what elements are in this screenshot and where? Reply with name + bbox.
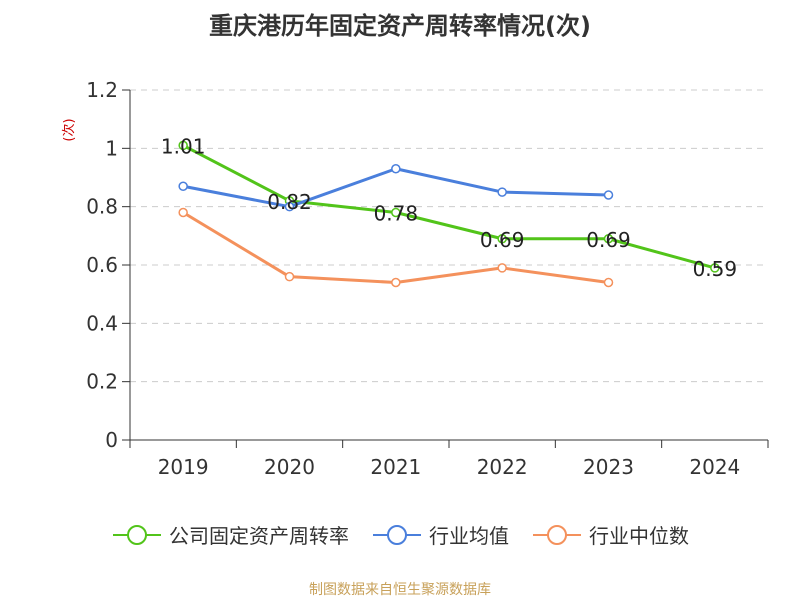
data-point [178,207,188,218]
data-point [497,234,507,244]
x-tick-label: 2021 [370,455,421,479]
data-point [284,271,295,282]
data-point [284,201,295,212]
data-point [497,263,507,273]
data-point [710,263,720,273]
legend-label: 公司固定资产周转率 [169,524,349,548]
data-label: 0.59 [693,257,738,281]
series-lines [178,140,720,288]
x-tick-label: 2023 [583,455,634,479]
legend-label: 行业中位数 [589,524,689,548]
grid-lines [130,89,768,383]
legend-item[interactable]: 行业中位数 [531,520,689,549]
y-tick-label: 0.8 [86,195,118,219]
data-label: 0.82 [267,190,312,214]
x-tick-label: 2019 [158,455,209,479]
chart-title: 重庆港历年固定资产周转率情况(次) [209,12,591,40]
data-point [603,190,614,200]
data-label: 0.78 [374,202,419,226]
y-tick-label: 1.2 [86,78,118,102]
data-label: 0.69 [586,228,631,252]
y-tick-label: 0.6 [86,253,118,277]
legend-marker-icon [373,524,421,545]
data-point [603,277,614,288]
data-label: 1.01 [161,134,206,158]
data-point [178,140,188,151]
legend-marker-icon [533,524,581,545]
x-tick-label: 2020 [264,455,315,479]
legend-label: 行业均值 [429,524,509,548]
y-tick-label: 0 [105,428,118,452]
y-tick-label: 1 [105,136,118,160]
legend-item[interactable]: 公司固定资产周转率 [111,520,349,549]
data-point [391,164,401,174]
legend: 公司固定资产周转率 行业均值 行业中位数 [0,520,800,549]
data-point [497,187,507,197]
x-tick-label: 2024 [689,455,740,479]
legend-item[interactable]: 行业均值 [371,520,509,549]
axes: 0 0.2 0.4 0.6 0.8 1 1.2 2019 2020 2021 2022 2023 202… [86,78,769,479]
data-labels: 1.01 0.82 0.78 0.69 0.69 0.59 [161,134,737,280]
data-label: 0.69 [480,228,525,252]
data-point [391,207,401,218]
x-tick-label: 2022 [477,455,528,479]
y-tick-label: 0.2 [86,370,118,394]
data-point [603,234,614,244]
y-tick-label: 0.4 [86,311,118,335]
data-point [391,277,401,288]
data-point [178,181,188,191]
legend-marker-icon [113,524,161,545]
series-line-0 [182,144,716,270]
source-note: 制图数据来自恒生聚源数据库 [309,582,491,598]
